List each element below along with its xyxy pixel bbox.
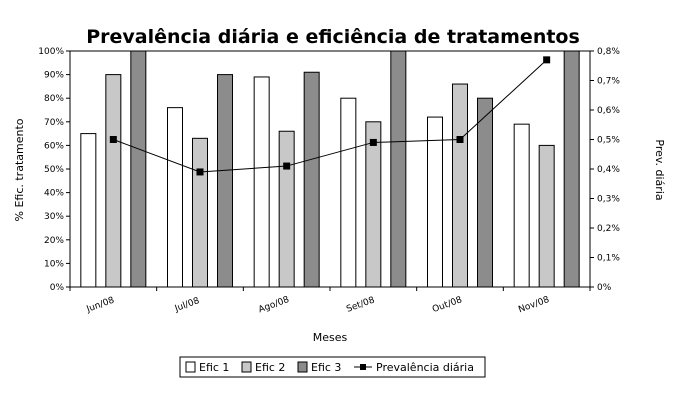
bar-efic-3 xyxy=(390,50,407,288)
bar-efic-1 xyxy=(253,76,270,288)
y2-tick-label: 0,6% xyxy=(597,106,620,116)
point-preval-ncia-di-ria xyxy=(283,162,291,170)
y2-tick-label: 0,2% xyxy=(597,224,620,234)
bar-efic-2 xyxy=(538,144,555,288)
y2-tick-label: 0,3% xyxy=(597,195,620,205)
x-axis-label: Meses xyxy=(313,331,348,344)
legend-swatch-efic-3 xyxy=(297,361,308,373)
bar-efic-1 xyxy=(427,116,443,288)
y-tick-label: 80% xyxy=(44,94,64,104)
y-tick-label: 50% xyxy=(44,165,64,175)
point-preval-ncia-di-ria xyxy=(543,56,551,64)
x-tick-label: Jun/08 xyxy=(85,295,116,315)
y2-tick-label: 0% xyxy=(597,283,612,293)
y-tick-label: 60% xyxy=(44,141,64,151)
y2-tick-label: 0,7% xyxy=(597,77,620,87)
y-tick-label: 20% xyxy=(44,236,64,246)
bar-efic-3 xyxy=(217,74,233,288)
x-tick-label: Jul/08 xyxy=(173,296,201,315)
bar-efic-2 xyxy=(105,74,122,288)
bar-efic-1 xyxy=(340,97,357,288)
y-tick-label: 40% xyxy=(44,189,64,199)
legend-box xyxy=(179,356,486,378)
y2-tick-label: 0,8% xyxy=(597,47,620,57)
bar-efic-2 xyxy=(278,130,295,288)
legend-swatch-efic-1 xyxy=(185,361,196,373)
bar-efic-1 xyxy=(80,133,97,288)
point-preval-ncia-di-ria xyxy=(456,136,464,143)
y-tick-label: 90% xyxy=(44,71,64,81)
bar-efic-3 xyxy=(130,50,147,288)
y2-axis-label: Prev. diária xyxy=(653,139,666,200)
bar-efic-1 xyxy=(167,107,183,288)
point-preval-ncia-di-ria xyxy=(109,136,117,143)
bar-efic-2 xyxy=(365,121,382,288)
x-tick-label: Out/08 xyxy=(431,295,464,315)
y-tick-label: 100% xyxy=(38,47,64,57)
point-preval-ncia-di-ria xyxy=(369,138,377,146)
y-tick-label: 30% xyxy=(44,212,64,222)
y-tick-label: 0% xyxy=(50,283,65,293)
x-tick-label: Nov/08 xyxy=(517,295,551,315)
legend-label-efic-3: Efic 3 xyxy=(311,361,341,374)
legend-label-efic-1: Efic 1 xyxy=(199,361,229,374)
y2-tick-label: 0,5% xyxy=(597,136,620,146)
legend-label-preval-ncia-di-ria: Prevalência diária xyxy=(376,361,474,374)
legend-marker-preval-ncia-di-ria xyxy=(360,364,366,370)
x-tick-label: Set/08 xyxy=(345,295,376,314)
bar-efic-3 xyxy=(563,50,580,288)
y-axis-label: % Efic. tratamento xyxy=(13,118,26,221)
line-preval-ncia-di-ria xyxy=(113,59,548,173)
bar-efic-3 xyxy=(303,71,320,288)
bar-efic-2 xyxy=(192,137,208,288)
legend-label-efic-2: Efic 2 xyxy=(255,361,285,374)
legend-swatch-efic-2 xyxy=(241,361,252,373)
y2-tick-label: 0,1% xyxy=(597,254,620,264)
chart-title: Prevalência diária e eficiência de trata… xyxy=(86,26,580,48)
y2-tick-label: 0,4% xyxy=(597,165,620,175)
point-preval-ncia-di-ria xyxy=(196,168,204,176)
x-tick-label: Ago/08 xyxy=(257,295,291,315)
y-tick-label: 70% xyxy=(44,118,64,128)
bar-efic-2 xyxy=(452,83,468,288)
bar-efic-3 xyxy=(477,97,493,288)
plot-frame xyxy=(69,50,591,288)
y-tick-label: 10% xyxy=(44,259,64,269)
bar-efic-1 xyxy=(513,123,530,288)
